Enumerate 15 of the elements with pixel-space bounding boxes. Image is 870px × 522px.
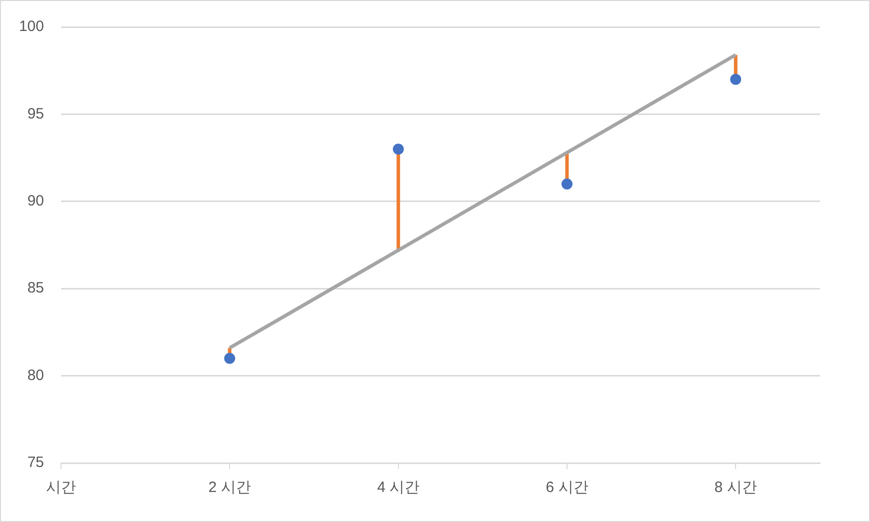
point <box>224 352 236 364</box>
y-tick-label: 100 <box>18 18 44 36</box>
point <box>730 74 742 85</box>
point <box>562 178 572 190</box>
y-tick-label: 95 <box>27 105 44 122</box>
y-tick-label: 80 <box>27 366 44 384</box>
x-tick-label: 4 시간 <box>377 479 420 496</box>
y-tick-label: 85 <box>27 280 44 297</box>
x-tick-label: 8 시간 <box>714 479 757 496</box>
x-tick-label: 6 시간 <box>546 479 588 496</box>
x-tick-label: 2 시간 <box>208 479 251 496</box>
y-tick-label: 90 <box>27 192 44 210</box>
point <box>392 144 404 155</box>
x-tick-label: 시간 <box>46 479 76 496</box>
y-tick-label: 75 <box>27 454 44 472</box>
